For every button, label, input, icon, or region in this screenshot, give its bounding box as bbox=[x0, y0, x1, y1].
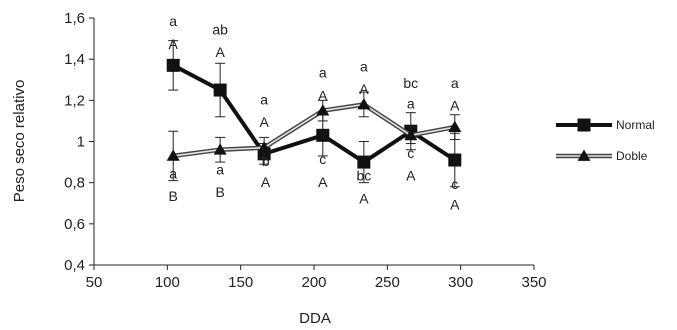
data-point-doble bbox=[316, 104, 330, 116]
significance-letter: A bbox=[359, 81, 369, 97]
significance-letter: a bbox=[360, 59, 368, 75]
significance-letter: a bbox=[169, 13, 177, 29]
data-point-doble bbox=[166, 149, 180, 161]
chart-series bbox=[166, 40, 462, 188]
data-point-doble bbox=[404, 128, 418, 141]
y-tick-label: 0,8 bbox=[64, 175, 85, 192]
significance-letter: A bbox=[259, 114, 269, 130]
y-tick-label: 1,4 bbox=[64, 51, 85, 68]
significance-letter: A bbox=[318, 87, 328, 103]
chart-axes bbox=[93, 18, 534, 266]
x-axis-title: DDA bbox=[299, 310, 331, 327]
x-tick-label: 50 bbox=[86, 274, 103, 291]
significance-letter: A bbox=[450, 98, 460, 114]
data-point-normal bbox=[357, 155, 371, 169]
significance-letter: A bbox=[450, 196, 460, 212]
data-point-normal bbox=[213, 83, 227, 97]
y-tick-label: 1 bbox=[77, 134, 85, 151]
significance-letter: B bbox=[215, 184, 224, 200]
y-tick-label: 0,4 bbox=[64, 257, 85, 274]
y-tick-label: 1,6 bbox=[64, 10, 85, 27]
significance-letter: a bbox=[407, 96, 415, 112]
significance-letter: b bbox=[262, 153, 270, 169]
series-doble bbox=[166, 91, 462, 182]
x-tick-label: 250 bbox=[375, 274, 400, 291]
significance-letter: c bbox=[451, 176, 458, 192]
significance-letter: a bbox=[216, 161, 224, 177]
significance-letter: a bbox=[451, 75, 459, 91]
significance-letter: A bbox=[359, 190, 369, 206]
x-tick-label: 300 bbox=[448, 274, 473, 291]
data-point-doble bbox=[448, 120, 462, 132]
significance-letter: bc bbox=[356, 168, 371, 184]
significance-letter: B bbox=[169, 188, 178, 204]
data-point-normal bbox=[448, 153, 462, 167]
significance-letter: A bbox=[261, 174, 271, 190]
data-point-normal bbox=[166, 58, 180, 72]
data-point-doble bbox=[213, 143, 227, 155]
significance-letter: c bbox=[319, 151, 326, 167]
significance-letter: bc bbox=[403, 75, 418, 91]
legend-label: Doble bbox=[616, 149, 648, 163]
y-axis-title: Peso seco relativo bbox=[11, 80, 28, 203]
x-tick-label: 350 bbox=[521, 274, 546, 291]
legend-label: Normal bbox=[616, 118, 655, 132]
x-tick-label: 150 bbox=[228, 274, 253, 291]
legend-item-normal: Normal bbox=[556, 118, 655, 132]
legend-marker bbox=[577, 118, 591, 132]
significance-letter: c bbox=[407, 145, 414, 161]
x-tick-label: 200 bbox=[301, 274, 326, 291]
significance-letter: a bbox=[260, 91, 268, 107]
significance-letter: A bbox=[169, 36, 179, 52]
data-point-normal bbox=[316, 128, 330, 142]
y-tick-label: 0,6 bbox=[64, 216, 85, 233]
significance-letter: A bbox=[215, 44, 225, 60]
significance-letter: A bbox=[318, 174, 328, 190]
significance-letter: ab bbox=[212, 21, 228, 37]
data-point-doble bbox=[257, 141, 271, 153]
legend-item-doble: Doble bbox=[556, 149, 648, 163]
x-tick-label: 100 bbox=[155, 274, 180, 291]
chart-legend: Normal Doble bbox=[556, 118, 655, 163]
chart-ticks: 50 100 150 200 250 300 350 0,4 0,6 0,8 1 1,2 1,4 1,6 bbox=[64, 10, 546, 291]
legend-marker bbox=[577, 149, 591, 161]
significance-letter: a bbox=[169, 166, 177, 182]
y-tick-label: 1,2 bbox=[64, 92, 85, 109]
data-point-doble bbox=[357, 97, 371, 110]
significance-letter: A bbox=[406, 168, 416, 184]
significance-letter: a bbox=[319, 65, 327, 81]
